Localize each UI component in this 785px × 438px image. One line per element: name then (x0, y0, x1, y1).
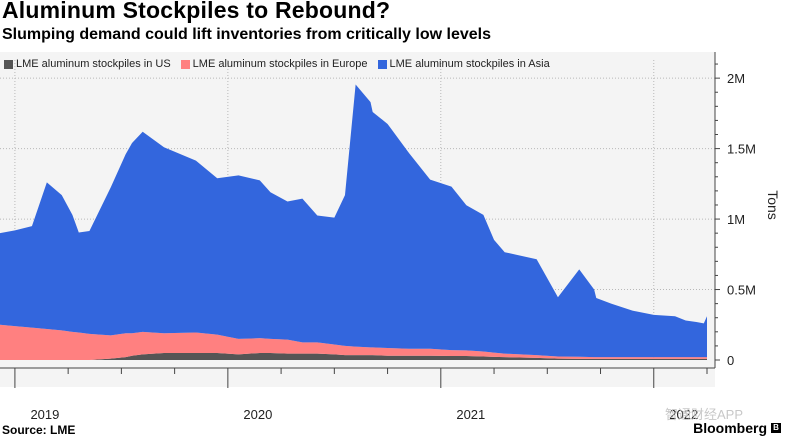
legend-swatch-europe (180, 59, 190, 69)
x-tick-label: 2020 (243, 407, 272, 422)
y-tick-label: 0.5M (727, 283, 756, 298)
chart-title: Aluminum Stockpiles to Rebound? (2, 0, 391, 23)
y-tick-label: 2M (727, 71, 745, 86)
legend-item-europe: LME aluminum stockpiles in Europe (180, 58, 368, 70)
y-tick-label: 1M (727, 212, 745, 227)
area-series-europe (0, 324, 707, 360)
legend-item-asia: LME aluminum stockpiles in Asia (377, 58, 550, 70)
x-tick-label: 2019 (30, 407, 59, 422)
brand-name: Bloomberg (693, 420, 767, 436)
legend-swatch-asia (377, 59, 387, 69)
brand-logo: Bloomberg B (693, 420, 781, 436)
legend-label-asia: LME aluminum stockpiles in Asia (389, 58, 550, 70)
chart-subtitle: Slumping demand could lift inventories f… (2, 26, 491, 43)
x-tick-label: 2021 (456, 407, 485, 422)
y-axis-label: Tons (765, 190, 781, 220)
legend-item-us: LME aluminum stockpiles in US (4, 58, 171, 70)
y-tick-label: 0 (727, 353, 734, 368)
area-series-asia (0, 84, 707, 358)
chart-legend: LME aluminum stockpiles in US LME alumin… (4, 58, 560, 70)
legend-label-us: LME aluminum stockpiles in US (16, 58, 171, 70)
legend-label-europe: LME aluminum stockpiles in Europe (192, 58, 368, 70)
legend-swatch-us (4, 59, 13, 69)
y-tick-label: 1.5M (727, 142, 756, 157)
brand-icon: B (771, 423, 781, 433)
area-series-us (0, 352, 707, 360)
source-note: Source: LME (2, 423, 76, 437)
x-tick-label: 2022 (669, 407, 698, 422)
watermark-text: 智通财经APP (665, 407, 744, 422)
